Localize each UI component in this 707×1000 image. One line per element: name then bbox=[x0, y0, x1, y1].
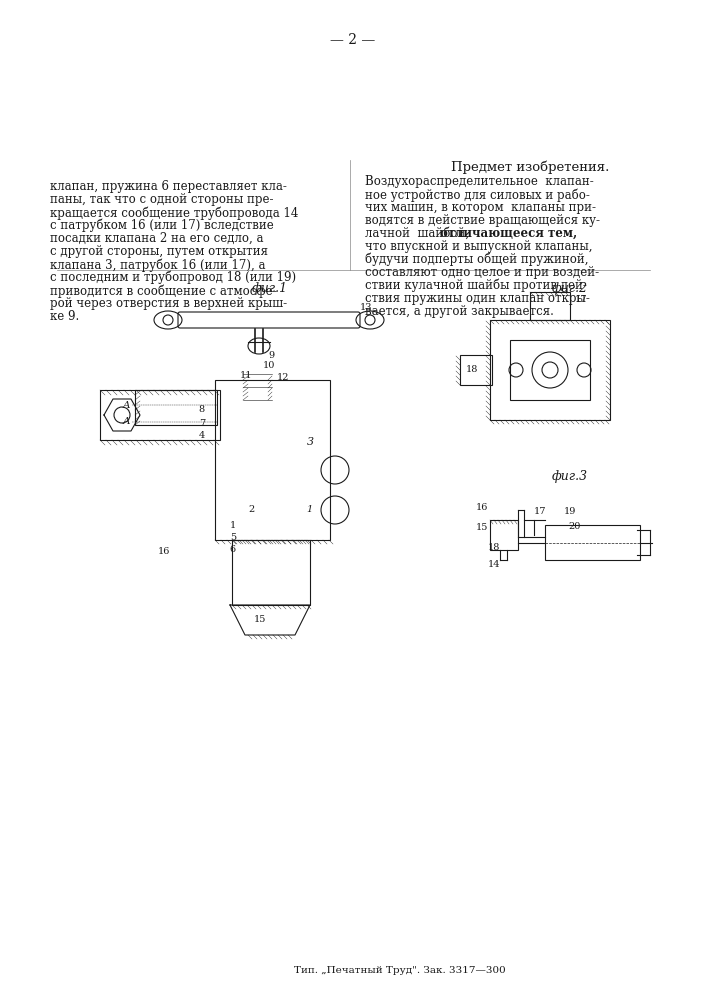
Text: что впускной и выпускной клапаны,: что впускной и выпускной клапаны, bbox=[365, 240, 592, 253]
Text: 10: 10 bbox=[263, 360, 275, 369]
Text: ствии кулачной шайбы против дей-: ствии кулачной шайбы против дей- bbox=[365, 279, 587, 292]
Text: A: A bbox=[122, 400, 130, 410]
Text: будучи подперты общей пружиной,: будучи подперты общей пружиной, bbox=[365, 253, 588, 266]
Text: 17: 17 bbox=[575, 296, 588, 304]
Text: 16: 16 bbox=[476, 502, 488, 512]
Text: 18: 18 bbox=[466, 365, 478, 374]
Text: приводится в сообщение с атмосфе-: приводится в сообщение с атмосфе- bbox=[50, 284, 276, 298]
Text: посадки клапана 2 на его седло, а: посадки клапана 2 на его седло, а bbox=[50, 232, 264, 245]
Bar bbox=[490, 520, 518, 550]
Text: ке 9.: ке 9. bbox=[50, 310, 79, 323]
Text: 11: 11 bbox=[240, 370, 252, 379]
Text: 5: 5 bbox=[230, 534, 236, 542]
Text: 17: 17 bbox=[534, 507, 547, 516]
Text: Предмет изобретения.: Предмет изобретения. bbox=[451, 160, 609, 174]
Bar bbox=[530, 292, 570, 320]
Text: 7: 7 bbox=[199, 418, 205, 428]
Text: чих машин, в котором  клапаны при-: чих машин, в котором клапаны при- bbox=[365, 201, 596, 214]
Text: ствия пружины один клапан откры-: ствия пружины один клапан откры- bbox=[365, 292, 590, 305]
Text: 12: 12 bbox=[277, 373, 289, 382]
Text: паны, так что с одной стороны пре-: паны, так что с одной стороны пре- bbox=[50, 193, 274, 206]
Text: вается, а другой закрывается.: вается, а другой закрывается. bbox=[365, 305, 554, 318]
Bar bbox=[135, 390, 217, 425]
Text: 13: 13 bbox=[360, 304, 373, 312]
Text: 2: 2 bbox=[249, 506, 255, 514]
Bar bbox=[460, 355, 492, 385]
Text: фиг.3: фиг.3 bbox=[552, 470, 588, 483]
Text: клапана 3, патрубок 16 (или 17), а: клапана 3, патрубок 16 (или 17), а bbox=[50, 258, 266, 271]
Text: 4: 4 bbox=[199, 432, 205, 440]
Text: с последним и трубопровод 18 (или 19): с последним и трубопровод 18 (или 19) bbox=[50, 271, 296, 284]
Bar bbox=[215, 380, 330, 540]
Text: 20: 20 bbox=[569, 522, 581, 531]
Bar bbox=[232, 540, 310, 605]
Text: Воздухораспределительное  клапан-: Воздухораспределительное клапан- bbox=[365, 175, 594, 188]
Text: 19: 19 bbox=[563, 507, 576, 516]
Text: 6: 6 bbox=[230, 546, 236, 554]
Text: A: A bbox=[122, 418, 130, 426]
Text: с патрубком 16 (или 17) вследствие: с патрубком 16 (или 17) вследствие bbox=[50, 219, 274, 232]
Text: 1: 1 bbox=[230, 520, 236, 530]
Bar bbox=[490, 320, 610, 420]
Text: Тип. „Печатный Труд". Зак. 3317—300: Тип. „Печатный Труд". Зак. 3317—300 bbox=[294, 966, 506, 975]
Text: фиг.1: фиг.1 bbox=[252, 282, 288, 295]
Text: 8: 8 bbox=[199, 406, 205, 414]
Text: составляют одно целое и при воздей-: составляют одно целое и при воздей- bbox=[365, 266, 599, 279]
Text: лачной  шайбой,: лачной шайбой, bbox=[365, 227, 473, 240]
Text: ное устройство для силовых и рабо-: ное устройство для силовых и рабо- bbox=[365, 188, 590, 202]
Text: клапан, пружина 6 переставляет кла-: клапан, пружина 6 переставляет кла- bbox=[50, 180, 287, 193]
Text: 15: 15 bbox=[254, 615, 267, 624]
Text: с другой стороны, путем открытия: с другой стороны, путем открытия bbox=[50, 245, 268, 258]
Text: фиг.2: фиг.2 bbox=[552, 282, 588, 295]
Text: 14: 14 bbox=[488, 560, 501, 569]
Bar bbox=[545, 525, 640, 560]
Text: 3: 3 bbox=[307, 437, 314, 447]
Text: 16: 16 bbox=[158, 548, 170, 556]
Text: 18: 18 bbox=[488, 544, 500, 552]
Text: — 2 —: — 2 — bbox=[330, 33, 375, 47]
Text: кращается сообщение трубопровода 14: кращается сообщение трубопровода 14 bbox=[50, 206, 298, 220]
Text: 9: 9 bbox=[268, 351, 274, 360]
Text: рой через отверстия в верхней крыш-: рой через отверстия в верхней крыш- bbox=[50, 297, 287, 310]
Text: водятся в действие вращающейся ку-: водятся в действие вращающейся ку- bbox=[365, 214, 600, 227]
Text: 15: 15 bbox=[476, 522, 488, 532]
Text: отличающееся тем,: отличающееся тем, bbox=[440, 227, 578, 240]
Bar bbox=[100, 390, 220, 440]
Text: 1: 1 bbox=[307, 506, 313, 514]
Bar bbox=[510, 340, 590, 400]
